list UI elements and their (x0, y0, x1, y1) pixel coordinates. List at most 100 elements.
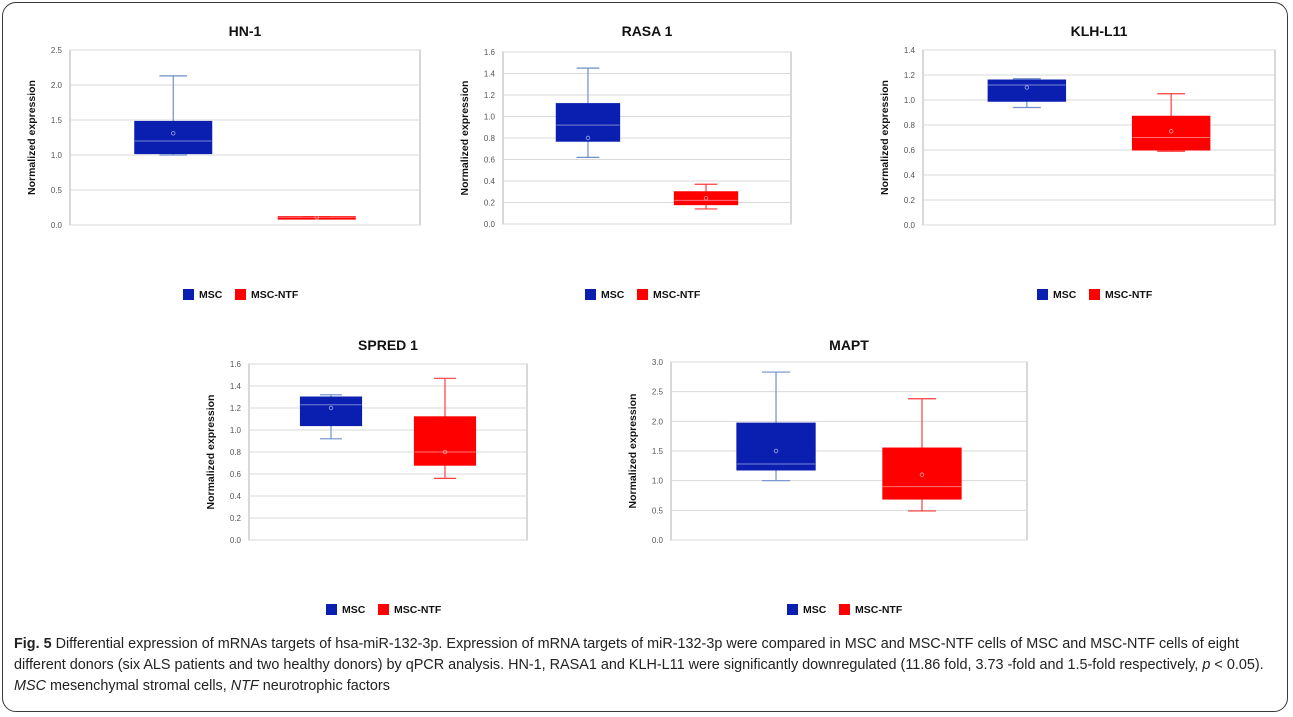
y-tick-label: 1.4 (230, 382, 242, 391)
mean-marker (919, 472, 925, 477)
y-tick-label: 0.8 (484, 134, 496, 143)
caption-text-3: mesenchymal stromal cells, (45, 678, 231, 694)
y-tick-label: 3.0 (652, 358, 664, 367)
y-tick-label: 0.6 (484, 156, 496, 165)
y-tick-label: 1.2 (904, 71, 916, 80)
legend-swatch-msc-ntf (839, 604, 850, 615)
chart-title: MAPT (829, 337, 869, 353)
mean-marker (328, 405, 334, 411)
figure-charts: 0.0 0.5 1.0 1.5 2.0 2.5 HN-1 Normalized express… (26, 23, 1276, 616)
legend-label-msc: MSC (342, 604, 366, 616)
y-tick-label: 0.2 (230, 514, 242, 523)
y-tick-label: 1.0 (51, 151, 63, 160)
legend-label-msc-ntf: MSC-NTF (1105, 289, 1153, 301)
chart-panel-1: 0.0 0.5 1.0 1.5 2.0 2.5 HN-1 Normalized express… (26, 23, 421, 301)
y-tick-label: 0.5 (652, 506, 664, 515)
box-body (413, 416, 477, 466)
y-tick-label: 1.4 (484, 70, 496, 79)
legend-swatch-msc-ntf (235, 289, 246, 300)
box-msc (987, 78, 1067, 109)
chart-title: SPRED 1 (358, 337, 418, 353)
mean-marker (1024, 85, 1030, 90)
caption-ntf-abbr: NTF (230, 678, 259, 694)
legend-label-msc-ntf: MSC-NTF (394, 604, 442, 616)
legend-swatch-msc-ntf (378, 604, 389, 615)
caption-text-4: neurotrophic factors (258, 678, 390, 694)
legend-label-msc-ntf: MSC-NTF (855, 604, 903, 616)
box-msc-ntf (413, 377, 477, 479)
y-tick-label: 1.2 (484, 91, 496, 100)
chart-panel-4: 0.0 0.2 0.4 0.6 0.8 1.0 1.2 1.4 1.6 SPRED 1 Normal… (205, 337, 528, 616)
plot-area (922, 49, 1276, 226)
y-tick-label: 0.0 (904, 221, 916, 230)
chart-panel-5: 0.0 0.5 1.0 1.5 2.0 2.5 3.0 MAPT Normalized expr… (627, 337, 1028, 616)
box-msc-ntf (1131, 93, 1211, 152)
y-tick-label: 0.0 (652, 536, 664, 545)
y-tick-label: 1.6 (484, 48, 496, 57)
y-tick-label: 0.6 (904, 146, 916, 155)
legend-label-msc-ntf: MSC-NTF (653, 289, 701, 301)
box-body (673, 191, 739, 206)
y-tick-label: 0.0 (51, 221, 63, 230)
y-tick-label: 0.2 (484, 199, 496, 208)
y-tick-label: 2.0 (51, 81, 63, 90)
y-tick-label: 0.8 (230, 448, 242, 457)
mean-marker (171, 131, 176, 136)
figure-caption: Fig. 5 Differential expression of mRNAs … (14, 634, 1279, 697)
mean-marker (773, 448, 779, 454)
y-tick-label: 1.0 (230, 426, 242, 435)
box-msc (736, 371, 816, 482)
chart-legend: MSC MSC-NTF (1037, 289, 1153, 301)
y-tick-label: 0.0 (484, 220, 496, 229)
legend-label-msc: MSC (1053, 289, 1077, 301)
y-tick-label: 0.4 (484, 177, 496, 186)
legend-swatch-msc-ntf (637, 289, 648, 300)
y-tick-label: 0.2 (904, 196, 916, 205)
legend-label-msc: MSC (199, 289, 223, 301)
y-axis-label: Normalized expression (627, 394, 639, 509)
chart-legend: MSC MSC-NTF (326, 604, 442, 616)
chart-legend: MSC MSC-NTF (585, 289, 701, 301)
mean-marker (442, 449, 448, 455)
plot-area (69, 49, 421, 226)
legend-label-msc: MSC (601, 289, 625, 301)
mean-marker (1168, 129, 1174, 134)
legend-swatch-msc (326, 604, 337, 615)
y-tick-label: 0.0 (230, 536, 242, 545)
legend-swatch-msc (787, 604, 798, 615)
y-tick-label: 2.5 (652, 388, 664, 397)
mean-marker (314, 215, 319, 220)
box-msc (134, 75, 213, 156)
chart-title: RASA 1 (622, 23, 673, 39)
y-tick-label: 1.5 (51, 116, 63, 125)
legend-label-msc: MSC (803, 604, 827, 616)
box-msc-ntf (277, 215, 356, 220)
y-tick-label: 1.0 (652, 477, 664, 486)
chart-panel-2: 0.0 0.2 0.4 0.6 0.8 1.0 1.2 1.4 1.6 RASA 1 Normali… (459, 23, 792, 301)
box-body (736, 422, 816, 471)
caption-msc-abbr: MSC (14, 678, 46, 694)
y-tick-label: 1.6 (230, 360, 242, 369)
caption-p: p (1202, 657, 1211, 673)
legend-swatch-msc (183, 289, 194, 300)
y-tick-label: 2.5 (51, 46, 63, 55)
y-tick-label: 0.6 (230, 470, 242, 479)
y-tick-label: 1.5 (652, 447, 664, 456)
y-axis-label: Normalized expression (459, 81, 471, 196)
y-axis-label: Normalized expression (26, 80, 38, 195)
box-msc-ntf (882, 398, 962, 512)
chart-legend: MSC MSC-NTF (183, 289, 299, 301)
caption-label: Fig. 5 (14, 636, 52, 652)
y-tick-label: 2.0 (652, 417, 664, 426)
y-axis-label: Normalized expression (205, 395, 217, 510)
y-tick-label: 1.2 (230, 404, 242, 413)
y-axis-label: Normalized expression (879, 80, 891, 195)
chart-title: KLH-L11 (1071, 23, 1128, 39)
caption-text-2: < 0.05). (1210, 657, 1264, 673)
box-body (555, 103, 621, 142)
box-msc (299, 394, 363, 440)
y-tick-label: 1.0 (484, 113, 496, 122)
box-body (299, 396, 363, 427)
legend-swatch-msc (585, 289, 596, 300)
